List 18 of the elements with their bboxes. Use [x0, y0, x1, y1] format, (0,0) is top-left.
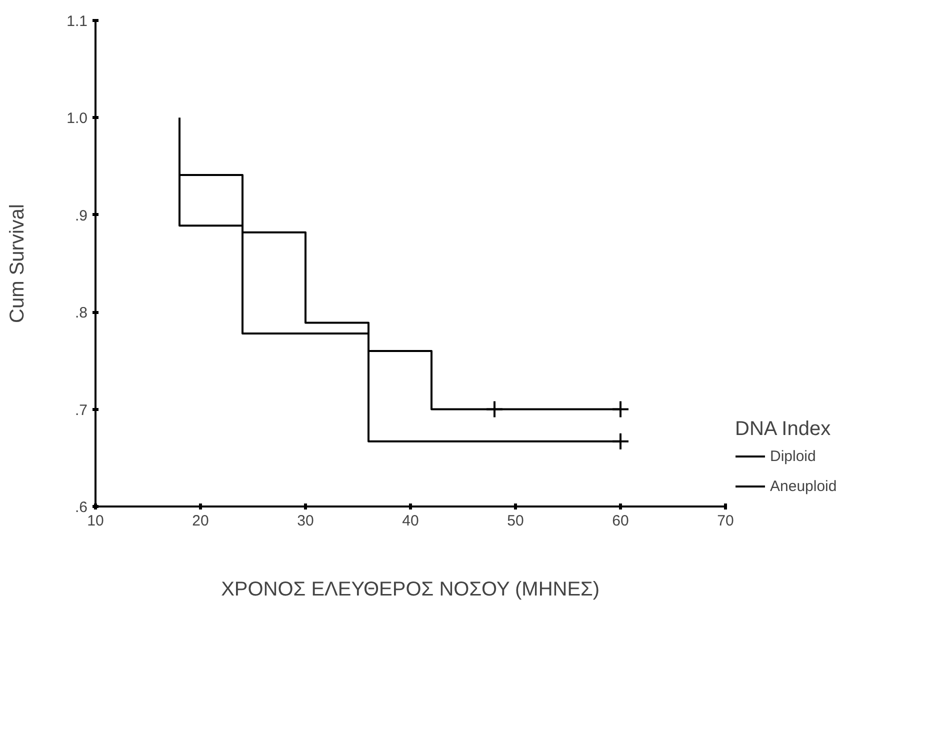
y-tick-label: .9: [74, 207, 88, 224]
y-tick-label: .7: [74, 402, 88, 419]
y-tick-label: .8: [74, 304, 88, 322]
x-tick-label: 10: [87, 512, 104, 530]
x-tick-label: 60: [612, 512, 629, 530]
legend-label: Aneuploid: [770, 478, 837, 494]
x-axis-title: ΧΡΟΝΟΣ ΕΛΕΥΘΕΡΟΣ ΝΟΣΟΥ (ΜΗΝΕΣ): [221, 578, 600, 600]
y-tick-label: 1.0: [66, 110, 88, 128]
x-tick-label: 30: [297, 512, 314, 530]
legend-label: Diploid: [770, 448, 816, 464]
x-tick-label: 50: [507, 512, 524, 530]
x-tick-label: 20: [192, 512, 209, 530]
x-tick-label: 70: [717, 512, 734, 530]
y-tick-label: .6: [74, 499, 88, 516]
y-tick-label: 1.1: [66, 13, 88, 30]
y-axis-title: Cum Survival: [6, 204, 29, 323]
x-tick-label: 40: [402, 512, 419, 530]
legend-title: DNA Index: [735, 418, 832, 441]
